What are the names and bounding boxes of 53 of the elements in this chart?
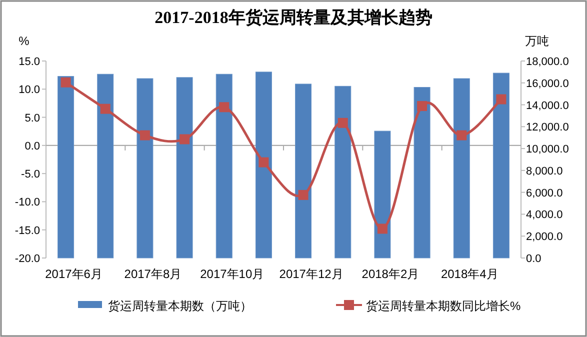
y2-tick-label: 10,000.0 — [526, 144, 569, 156]
x-tick-label: 2017年6月 — [45, 267, 102, 281]
x-tick-label: 2017年8月 — [124, 267, 182, 281]
point — [219, 102, 230, 112]
bar — [492, 72, 510, 258]
y2-tick-label: 2,000.0 — [526, 231, 563, 244]
y-tick-label: -5.0 — [21, 168, 40, 181]
x-tick-label: 2018年2月 — [362, 267, 420, 281]
y-tick-label: 10.0 — [18, 84, 40, 96]
y-axis-title: % — [18, 34, 30, 48]
point — [258, 157, 269, 168]
y2-tick-label: 0.0 — [526, 253, 542, 265]
point — [140, 130, 150, 140]
point — [60, 77, 71, 88]
bar — [58, 76, 74, 258]
bar — [295, 84, 312, 258]
point — [180, 134, 190, 144]
bar — [176, 77, 193, 258]
y2-tick-label: 8,000.0 — [526, 165, 563, 178]
legend-label: 货运周转量本期数（万吨） — [108, 299, 252, 313]
y-tick-label: 5.0 — [24, 112, 40, 124]
y2-tick-label: 4,000.0 — [526, 209, 563, 222]
y-tick-label: 15.0 — [18, 56, 40, 68]
x-tick-label: 2017年10月 — [200, 267, 264, 281]
x-tick-label: 2018年4月 — [440, 267, 498, 281]
bar — [414, 87, 430, 258]
bar — [334, 86, 352, 258]
y-tick-label: -10.0 — [14, 196, 40, 209]
y2-tick-label: 6,000.0 — [526, 187, 563, 200]
chart-title: 2017-2018年货运周转量及其增长趋势 — [154, 8, 432, 27]
point — [377, 224, 388, 234]
y-tick-label: 0.0 — [24, 140, 40, 152]
bar — [255, 72, 272, 258]
point — [456, 130, 467, 140]
legend-label: 货运周转量本期数同比增长% — [366, 299, 521, 313]
bar — [97, 74, 114, 258]
point — [496, 94, 506, 104]
y2-tick-label: 18,000.0 — [526, 56, 569, 68]
bar — [216, 74, 232, 258]
bar — [136, 78, 154, 258]
point — [298, 190, 308, 200]
y2-axis-title: 万吨 — [525, 34, 549, 48]
y2-tick-label: 16,000.0 — [526, 78, 569, 90]
y-tick-label: -15.0 — [14, 224, 40, 237]
bar — [374, 130, 391, 258]
y2-tick-label: 14,000.0 — [526, 100, 569, 112]
y2-tick-label: 12,000.0 — [526, 122, 569, 134]
bar — [453, 78, 470, 258]
point — [338, 118, 348, 128]
point — [417, 101, 428, 112]
x-tick-label: 2017年12月 — [279, 267, 344, 281]
point — [100, 104, 110, 114]
y-tick-label: -20.0 — [14, 253, 40, 265]
